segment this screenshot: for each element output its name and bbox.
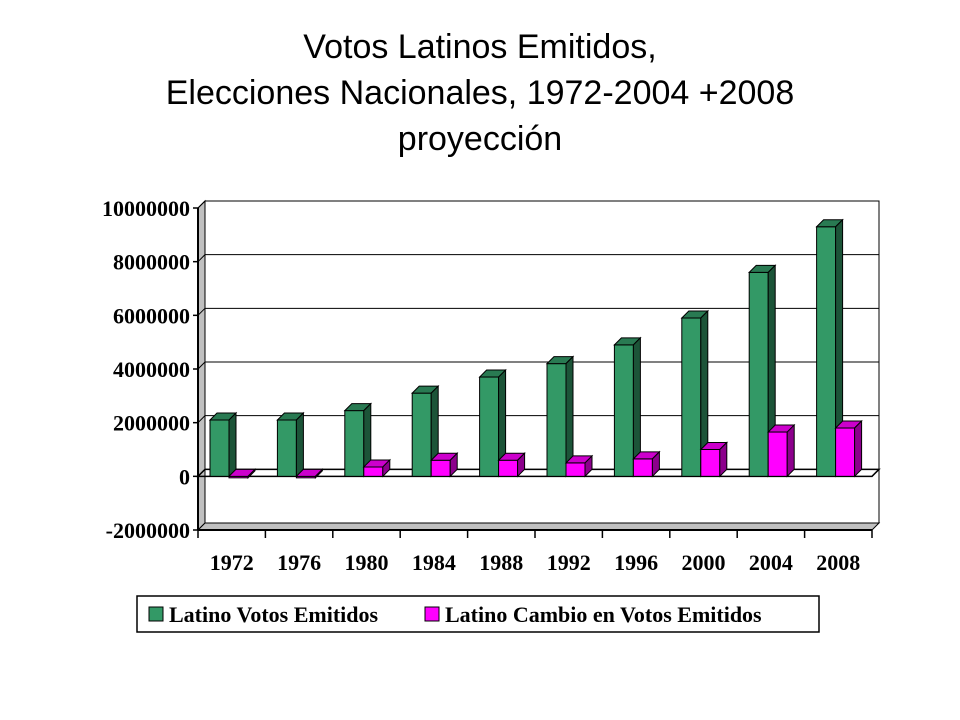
bar-front — [767, 431, 788, 477]
bar-side — [651, 450, 660, 478]
title-line-1: Votos Latinos Emitidos, — [303, 28, 657, 66]
bar-front — [276, 419, 297, 477]
bar-side — [247, 468, 256, 480]
title-line-3: proyección — [397, 120, 563, 158]
y-tick-label: 10000000 — [102, 196, 190, 221]
title-line-2: Elecciones Nacionales, 1972-2004 +2008 — [165, 74, 795, 112]
bar-front — [430, 459, 451, 477]
x-tick-label: 1980 — [345, 550, 389, 575]
bar-side — [314, 468, 323, 480]
bar-front — [479, 376, 500, 477]
y-tick-label: -2000000 — [106, 518, 190, 543]
legend-label: Latino Cambio en Votos Emitidos — [445, 602, 762, 627]
y-gridline — [197, 254, 879, 263]
bar-side — [854, 419, 863, 478]
y-tick-label: 8000000 — [113, 250, 190, 275]
x-tick-label: 1976 — [277, 550, 321, 575]
bar-side — [786, 423, 795, 478]
x-tick-label: 2008 — [816, 550, 860, 575]
x-tick-label: 1984 — [412, 550, 456, 575]
legend-swatch — [148, 606, 164, 622]
y-tick-label: 2000000 — [113, 411, 190, 436]
bar-front — [748, 271, 769, 477]
x-tick-label: 2004 — [749, 550, 793, 575]
bar-side — [449, 452, 458, 478]
legend-label: Latino Votos Emitidos — [169, 602, 378, 627]
bar-front — [363, 466, 384, 477]
x-tick-label: 2000 — [682, 550, 726, 575]
x-tick-label: 1992 — [547, 550, 591, 575]
bar-front — [681, 317, 702, 477]
bar-front — [344, 410, 365, 477]
bar-front — [835, 427, 856, 477]
y-gridline — [197, 200, 879, 209]
bar-side — [228, 411, 237, 478]
x-tick-label: 1996 — [614, 550, 658, 575]
legend-box — [136, 595, 820, 633]
bar-side — [382, 458, 391, 478]
bar-front — [613, 344, 634, 477]
chart-title: Votos Latinos Emitidos, Elecciones Nacio… — [0, 24, 960, 162]
y-tick-label: 4000000 — [113, 357, 190, 382]
x-tick-label: 1988 — [479, 550, 523, 575]
bar-front — [816, 226, 837, 477]
plot-floor — [196, 522, 881, 531]
bar-side — [584, 454, 593, 478]
bar-front — [632, 458, 653, 477]
bar-side — [719, 441, 728, 478]
bar-front — [700, 449, 721, 477]
y-gridline — [197, 415, 879, 424]
bar-front — [498, 459, 519, 477]
bar-side — [295, 411, 304, 478]
bar-front — [209, 419, 230, 477]
y-tick-label: 0 — [179, 464, 190, 489]
bar-front — [546, 363, 567, 477]
bar-front — [565, 462, 586, 477]
legend-swatch — [424, 606, 440, 622]
bar-side — [517, 452, 526, 478]
y-gridline — [197, 307, 879, 316]
y-gridline — [197, 361, 879, 370]
bar-front — [411, 392, 432, 477]
x-tick-label: 1972 — [210, 550, 254, 575]
y-tick-label: 6000000 — [113, 303, 190, 328]
